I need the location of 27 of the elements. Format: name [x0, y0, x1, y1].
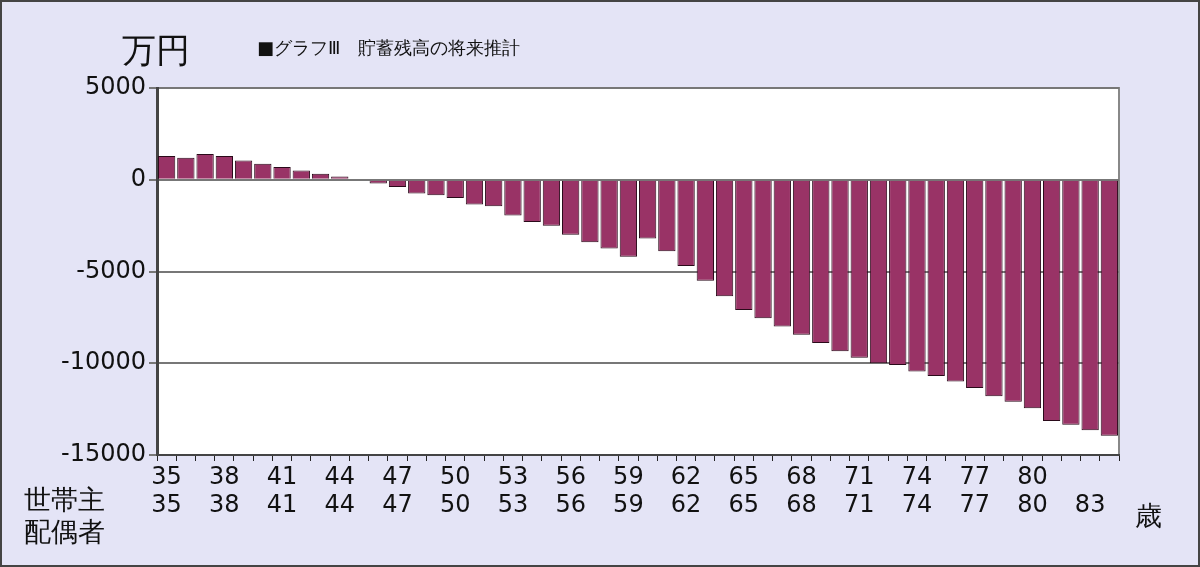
- x-tick-label: 71 71: [843, 461, 875, 519]
- text: 歳: [1135, 499, 1162, 533]
- x-tick-label: 80 80: [1017, 461, 1048, 519]
- x-tick-label: 74 74: [901, 461, 933, 519]
- y-tick-label: -10000: [60, 347, 146, 376]
- x-tick-label: 41 41: [266, 461, 298, 519]
- x-tick-label: 65 65: [728, 461, 760, 519]
- y-tick-label: 5000: [84, 72, 146, 101]
- text: 配偶者: [24, 515, 105, 549]
- x-tick-label: 44 44: [324, 461, 356, 519]
- x-tick-label: 35 35: [151, 461, 182, 519]
- x-tick-label: 56 56: [555, 461, 586, 519]
- x-tick-label: 77 77: [959, 461, 990, 519]
- text: 世帯主: [24, 484, 105, 515]
- x-tick-label: 68 68: [786, 461, 817, 519]
- x-tick-label: 47 47: [382, 461, 413, 519]
- x-tick-label: 62 62: [670, 461, 702, 519]
- chart-title: ■グラフⅢ 貯蓄残高の将来推計: [257, 36, 521, 60]
- x-tick-label: 53 53: [497, 461, 529, 519]
- x-tick-label: 50 50: [439, 461, 471, 519]
- y-tick-label: 0: [130, 163, 146, 192]
- y-tick-label: -5000: [76, 255, 146, 284]
- y-tick-label: -15000: [60, 439, 146, 468]
- y-axis-title: 万円: [122, 29, 190, 72]
- x-tick-label: 59 59: [613, 461, 644, 519]
- x-tick-label: 38 38: [209, 461, 240, 519]
- x-tick-label: 83: [1074, 490, 1106, 519]
